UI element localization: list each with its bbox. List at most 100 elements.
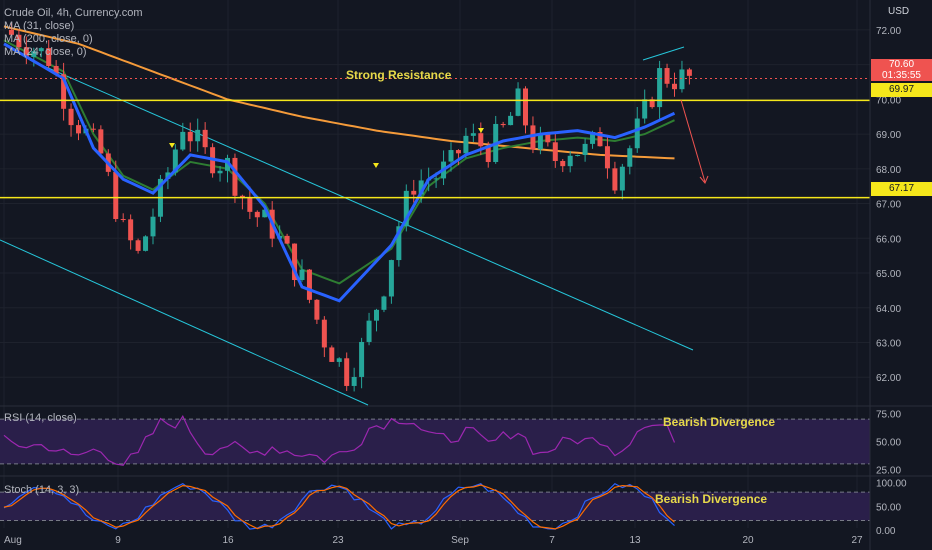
candle-body	[619, 166, 625, 191]
candle-body	[470, 133, 476, 136]
candle-body	[463, 135, 469, 154]
descending-channel	[0, 46, 694, 406]
candle-body	[575, 155, 581, 157]
candle-body	[306, 269, 312, 300]
rsi-legend: RSI (14, close)	[4, 412, 77, 424]
candle-body	[351, 376, 357, 386]
stoch-tick-label: 100.00	[876, 479, 907, 490]
rsi-band	[0, 419, 870, 464]
bar-countdown: 01:35:55	[882, 70, 921, 81]
signal-triangle	[478, 128, 484, 133]
candle-body	[388, 260, 394, 297]
y-tick-label: 68.00	[876, 165, 901, 176]
candle-body	[128, 219, 134, 241]
x-tick-label: Aug	[4, 535, 22, 546]
channel-lower	[0, 239, 369, 406]
support-price-badge: 67.17	[871, 182, 932, 196]
candle-body	[284, 235, 290, 244]
candle-body	[23, 47, 29, 57]
candle-body	[202, 129, 208, 148]
candle-body	[523, 88, 528, 126]
candle-body	[366, 320, 372, 342]
candle-body	[292, 243, 298, 281]
y-tick-label: 70.00	[876, 95, 901, 106]
candle-body	[299, 269, 305, 281]
rsi-divergence-label: Bearish Divergence	[663, 415, 776, 429]
x-tick-label: Sep	[451, 535, 469, 546]
candle-body	[31, 51, 37, 57]
candle-body	[530, 125, 536, 150]
divergence-top-line	[642, 46, 685, 61]
y-tick-label: 67.00	[876, 200, 901, 211]
rsi-tick-label: 75.00	[876, 410, 901, 421]
candle-body	[657, 68, 663, 108]
candle-body	[247, 197, 253, 212]
candle-body	[113, 171, 119, 220]
stoch-divergence-label: Bearish Divergence	[655, 492, 768, 506]
candle-body	[314, 299, 320, 320]
y-tick-label: 64.00	[876, 304, 901, 315]
candle-body	[68, 108, 74, 126]
candle-body	[590, 131, 596, 144]
candle-body	[187, 131, 193, 142]
candle-body	[16, 34, 22, 48]
time-axis: Aug 9 16 23 Sep 7 13 20 27	[4, 535, 863, 546]
candle-body	[567, 155, 573, 167]
markers	[169, 99, 709, 184]
candle-body	[448, 150, 454, 162]
legend-ma24: MA (24, close, 0)	[4, 46, 87, 58]
legend-ma31: MA (31, close)	[4, 20, 75, 32]
x-tick-label: 27	[851, 535, 863, 546]
ma31-line	[3, 42, 676, 303]
candle-body	[239, 195, 245, 198]
x-tick-label: 9	[115, 535, 121, 546]
symbol-title: Crude Oil, 4h, Currency.com	[4, 7, 143, 19]
rsi-panel: 75.00 50.00 25.00	[0, 405, 932, 476]
candle-body	[143, 236, 149, 251]
candle-body	[336, 358, 342, 362]
candle-body	[150, 216, 156, 237]
candle-body	[165, 172, 171, 179]
current-price-badge: 70.60 01:35:55	[871, 59, 932, 81]
ma200-path	[3, 25, 675, 160]
candle-body	[634, 118, 640, 149]
rsi-tick-label: 50.00	[876, 438, 901, 449]
candle-body	[515, 88, 521, 116]
candle-body	[344, 358, 350, 386]
candle-body	[262, 209, 268, 218]
candle-body	[374, 309, 379, 321]
candle-body	[8, 29, 14, 35]
candle-body	[329, 347, 335, 362]
candle-body	[321, 319, 327, 348]
candle-body	[627, 148, 633, 167]
candle-body	[38, 48, 44, 52]
candle-body	[560, 160, 566, 167]
stoch-tick-label: 50.00	[876, 502, 901, 513]
currency-label: USD	[888, 6, 910, 17]
candle-body	[552, 142, 558, 161]
candle-body	[225, 157, 230, 171]
candle-body	[195, 129, 201, 142]
candle-body	[403, 190, 409, 227]
x-tick-label: 23	[332, 535, 344, 546]
stoch-tick-label: 0.00	[876, 526, 896, 537]
candles	[8, 23, 692, 392]
ma31-path	[3, 42, 676, 303]
candle-body	[98, 129, 104, 154]
candle-body	[396, 226, 402, 261]
stoch-legend: Stoch (14, 3, 3)	[4, 484, 80, 496]
projection-arrowhead	[699, 175, 709, 184]
y-tick-label: 69.00	[876, 130, 901, 141]
candle-body	[642, 99, 648, 119]
candle-body	[433, 178, 439, 180]
candle-body	[604, 146, 610, 169]
current-price: 70.60	[888, 59, 915, 70]
signal-triangle	[169, 143, 175, 148]
ma200-line	[3, 25, 675, 160]
candle-body	[686, 69, 692, 76]
projection-arrow	[680, 99, 706, 183]
candle-body	[612, 168, 618, 191]
candle-body	[180, 131, 186, 150]
x-tick-label: 7	[549, 535, 555, 546]
